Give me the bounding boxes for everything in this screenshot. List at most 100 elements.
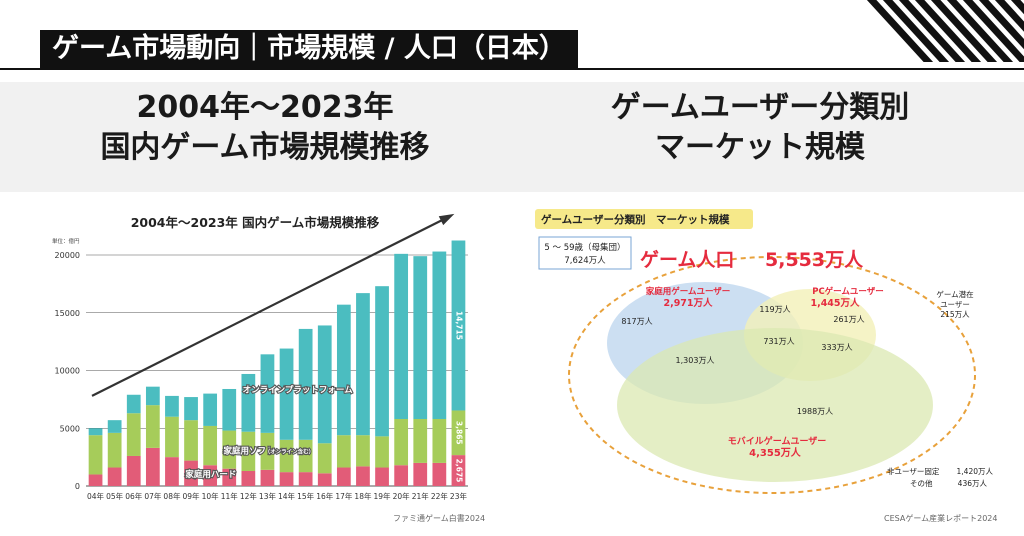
bar-segment [375,436,389,468]
x-tick-label: 05年 [106,491,124,501]
bar-segment [356,293,370,436]
bar-segment [260,469,275,486]
bar-segment [165,457,179,486]
game-population-value: 5,553万人 [765,249,864,271]
game-population-title: ゲーム人口 [640,249,734,271]
pc-users-title: PCゲームユーザー [812,286,884,297]
bar-segment [241,470,256,486]
bar-segment [432,462,447,486]
bar-segment [432,419,447,463]
x-tick-label: 04年 [87,491,105,501]
x-tick-label: 19年 [374,491,392,501]
bar-segment [107,420,122,433]
bar-segment [451,455,466,486]
pc-only-value: 261万人 [833,315,864,324]
x-tick-label: 11年 [221,491,239,501]
series-label-console-hardware: 家庭用ハード [185,469,236,480]
chart-unit-label: 単位：億円 [52,237,80,245]
chart-title: 2004年〜2023年 国内ゲーム市場規模推移 [131,215,380,230]
x-tick-label: 16年 [316,491,334,501]
game-user-venn-diagram: ゲームユーザー分類別 マーケット規模 5 〜 59歳（母集団） 7,624万人 … [535,209,994,494]
page-title: ゲーム市場動向｜市場規模 / 人口（日本） [40,30,578,68]
bar-segment [356,435,370,467]
all-three-value: 731万人 [763,337,794,346]
bar-segment [336,304,351,436]
bar-segment [107,467,122,486]
potential-users-label-line2: ユーザー [940,300,970,309]
bar-segment [145,447,160,486]
bar-segment [184,397,198,421]
x-tick-label: 09年 [183,491,201,501]
header-divider [0,68,1024,70]
data-label-software-2023: 3,865 [454,421,463,445]
population-value: 7,624万人 [564,256,606,266]
y-tick-label: 20000 [55,251,80,260]
venn-title-badge [535,209,753,229]
bar-segment [317,473,332,486]
series-label-console-software-sub: （オンライン含む） [265,448,315,456]
x-tick-label: 12年 [240,491,258,501]
bar-segment [375,286,389,437]
bar-segment [298,439,313,473]
population-label: 5 〜 59歳（母集団） [544,242,625,253]
bar-segment [260,432,275,470]
market-size-chart: 2004年〜2023年 国内ゲーム市場規模推移 単位：億円 0 5000 10000… [52,213,468,501]
x-tick-label: 10年 [202,491,220,501]
bar-segment [451,240,466,411]
corner-stripes-decoration [866,0,1024,62]
bar-segment [279,439,294,473]
bar-segment [222,388,237,431]
bar-segment [394,419,409,466]
pc-users-value: 1,445万人 [810,297,860,309]
trend-arrow-head [438,213,455,226]
x-tick-label: 17年 [335,491,353,501]
x-tick-label: 23年 [450,491,468,501]
left-heading: 2004年〜2023年 国内ゲーム市場規模推移 [30,88,500,168]
venn-title: ゲームユーザー分類別 マーケット規模 [541,213,730,226]
bar-segment [88,435,103,475]
bar-segment [336,435,351,468]
bar-segment [413,419,428,463]
mobile-only-value: 1988万人 [797,407,833,416]
home-only-value: 817万人 [621,317,652,326]
bar-segment [241,373,256,432]
bar-segment [451,410,466,456]
bar-segment [279,348,294,440]
bar-segment [184,460,198,486]
bar-segment [317,443,332,474]
non-user-label: 非ユーザー固定 [887,466,940,476]
bar-segment [145,405,160,448]
non-user-value: 1,420万人 [957,467,994,476]
mobile-users-value: 4,355万人 [749,446,802,459]
bar-segment [203,425,218,466]
other-value: 436万人 [958,479,988,488]
other-label: その他 [910,478,933,488]
right-source-note: CESAゲーム産業レポート2024 [884,514,998,523]
game-population-outline [568,256,976,494]
series-label-online: オンラインプラットフォーム [243,384,353,395]
potential-users-value: 215万人 [940,310,970,319]
population-box [538,236,632,270]
bar-segment [222,468,237,486]
right-heading-line1: ゲームユーザー分類別 [610,90,910,125]
bar-segment [394,465,409,486]
mobile-users-circle [617,328,933,482]
x-tick-label: 06年 [125,491,143,501]
x-tick-label: 07年 [144,491,162,501]
potential-users-label-line1: ゲーム潜在 [936,289,974,299]
y-tick-label: 10000 [55,367,80,376]
bar-segment [298,328,313,440]
bar-segment [184,420,198,461]
home-mobile-value: 1,303万人 [676,356,715,365]
home-pc-value: 119万人 [759,305,790,314]
x-tick-label: 21年 [412,491,430,501]
series-label-console-software: 家庭用ソフト [224,446,275,457]
left-source-note: ファミ通ゲーム白書2024 [393,514,486,523]
right-heading-line2: マーケット規模 [655,130,865,165]
bar-segment [298,472,313,486]
bar-segment [394,253,409,420]
y-tick-label: 0 [75,482,80,491]
bar-segment [336,467,351,486]
bar-segment [432,251,447,420]
x-tick-label: 20年 [393,491,411,501]
